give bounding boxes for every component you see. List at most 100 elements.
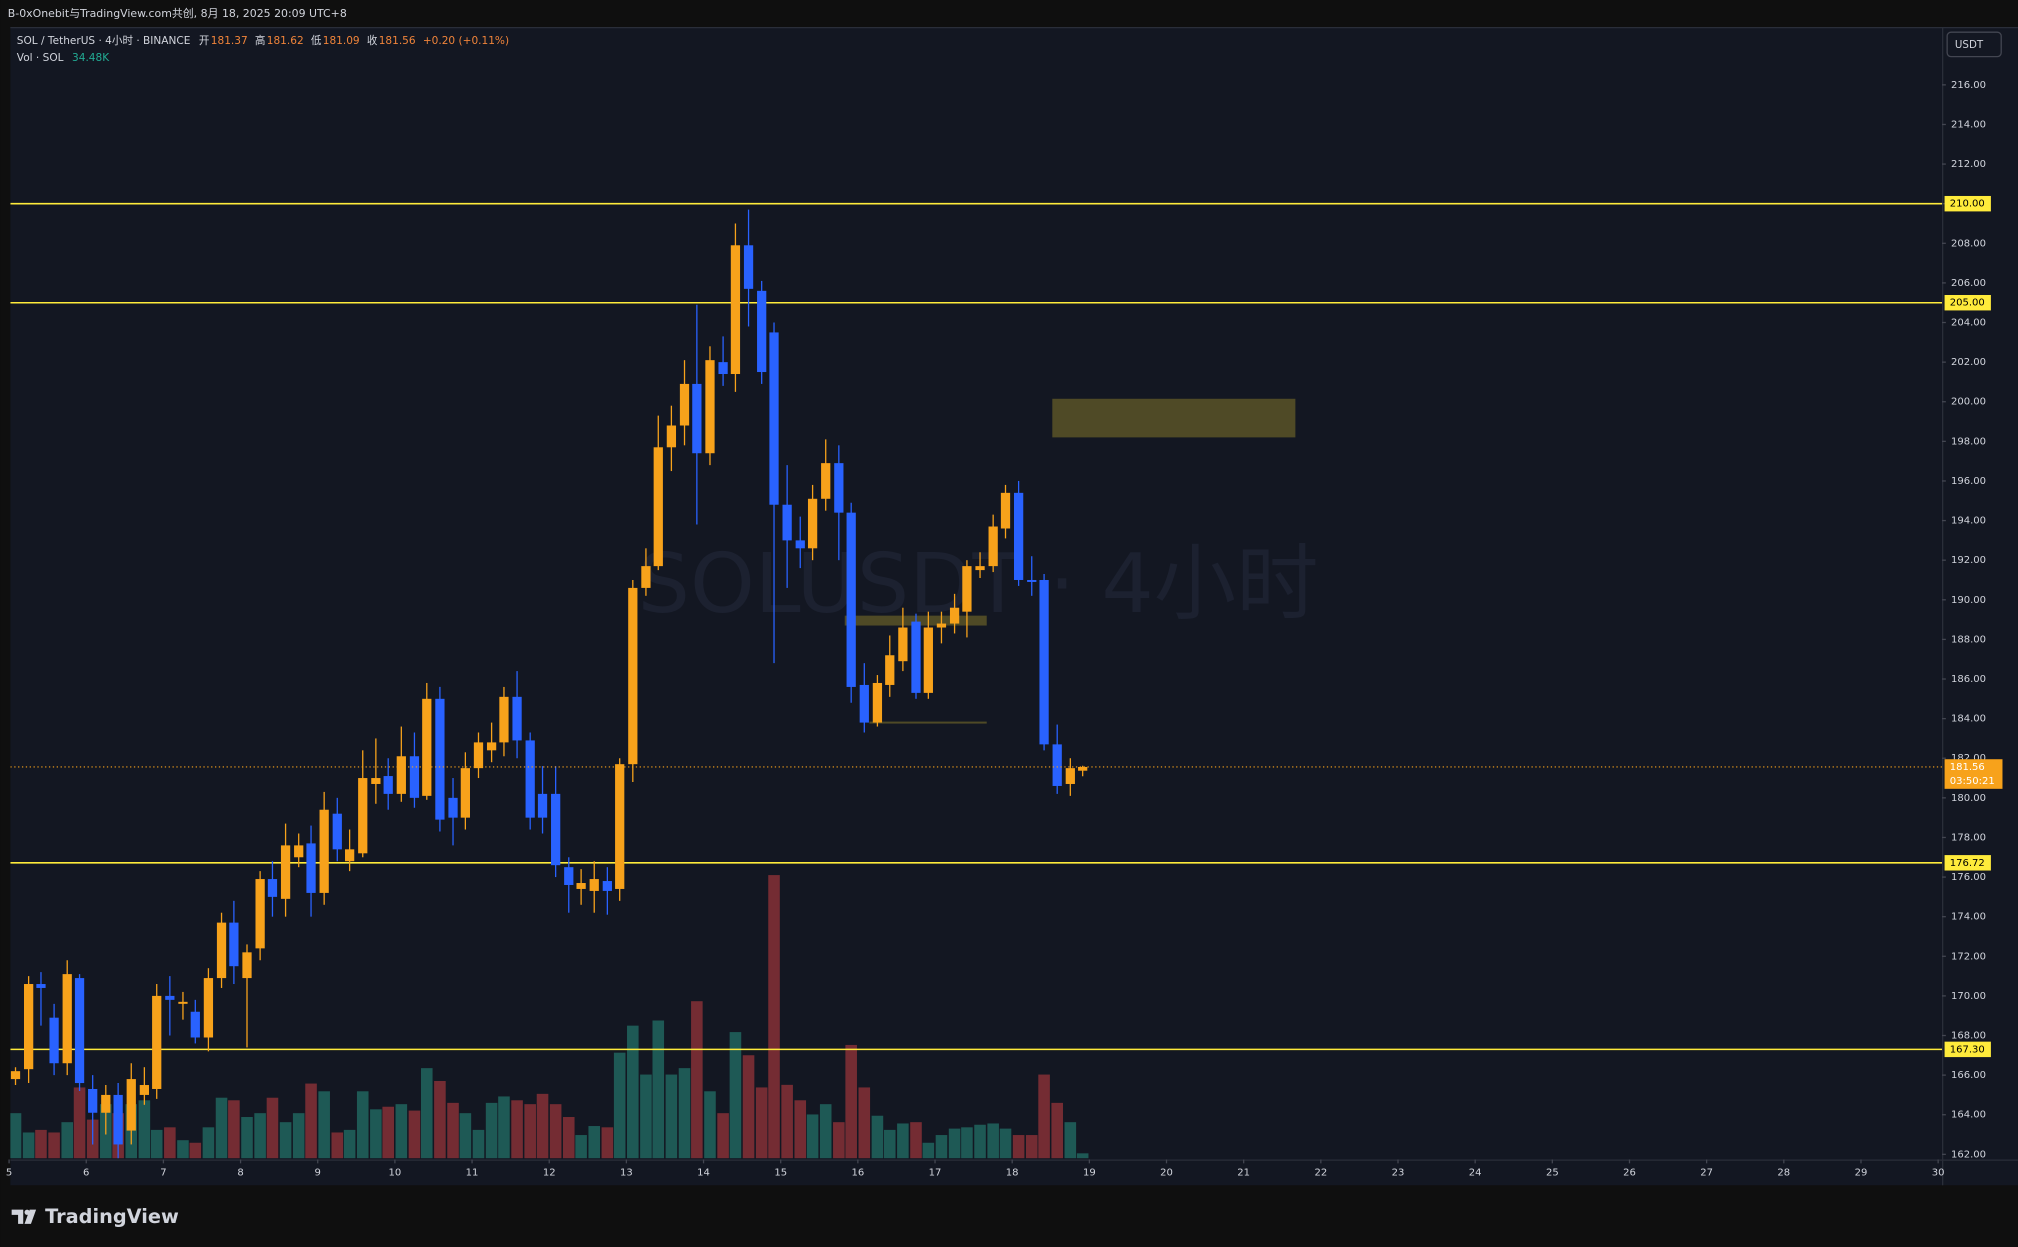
level-tag <box>1944 294 1991 311</box>
x-tick-label: 18 <box>1006 1167 1019 1178</box>
candle-body <box>267 879 278 897</box>
candle-body <box>846 512 856 687</box>
candle-body <box>923 627 933 693</box>
candle-body <box>885 655 895 685</box>
candle-body <box>564 867 574 885</box>
volume-bar <box>48 1132 60 1159</box>
volume-bar <box>678 1068 691 1159</box>
legend-label: 开 <box>199 35 210 47</box>
candle-body <box>36 984 46 988</box>
level-label: 167.30 <box>1950 1044 1985 1055</box>
volume-bar <box>472 1129 485 1159</box>
volume-bar <box>421 1068 433 1159</box>
y-tick-label: 180.00 <box>1951 793 1986 804</box>
candle-body <box>602 881 612 891</box>
candle-body <box>10 1071 21 1080</box>
volume-bar <box>459 1113 472 1159</box>
volume-bar <box>266 1097 279 1159</box>
candle-body <box>1065 768 1075 784</box>
y-tick-label: 192.00 <box>1951 555 1986 566</box>
volume-bar <box>845 1044 857 1159</box>
y-tick-label: 184.00 <box>1951 714 1986 725</box>
volume-bar <box>356 1091 369 1159</box>
currency-button[interactable] <box>1946 31 2002 58</box>
candle-body <box>537 793 548 818</box>
candle-body <box>589 879 599 891</box>
y-tick-label: 174.00 <box>1951 912 1986 923</box>
candle-body <box>628 587 638 765</box>
candle-body <box>152 995 162 1089</box>
level-label: 210.00 <box>1950 199 1985 210</box>
volume-bar <box>871 1115 884 1159</box>
volume-bar <box>910 1122 922 1159</box>
candle-body <box>460 768 470 818</box>
legend-value: 181.37 <box>211 35 248 47</box>
volume-bar <box>948 1128 961 1159</box>
candle-body <box>178 1001 188 1004</box>
legend-label: 低 <box>311 34 322 47</box>
candle-body <box>409 756 420 798</box>
volume-bar <box>1038 1074 1050 1159</box>
candle-body <box>821 463 831 499</box>
candle-body <box>1078 766 1088 771</box>
y-tick-label: 198.00 <box>1951 436 1986 447</box>
candle-body <box>1027 579 1037 582</box>
volume-bar <box>408 1110 421 1159</box>
candle-body <box>705 360 715 454</box>
candle-body <box>859 684 869 723</box>
candle-body <box>551 793 561 866</box>
candle-body <box>653 447 663 567</box>
y-tick-label: 212.00 <box>1951 159 1986 170</box>
candle-body <box>62 974 72 1064</box>
volume-bar <box>652 1020 665 1159</box>
candle-body <box>473 742 484 769</box>
x-tick-label: 30 <box>1932 1167 1945 1178</box>
x-tick-label: 14 <box>697 1167 710 1178</box>
x-tick-label: 11 <box>466 1167 479 1178</box>
x-tick-label: 25 <box>1546 1167 1559 1178</box>
x-tick-label: 17 <box>929 1167 942 1178</box>
volume-bar <box>343 1129 356 1159</box>
volume-bar <box>395 1104 408 1159</box>
candle-body <box>294 845 304 858</box>
y-tick-label: 176.00 <box>1951 872 1986 883</box>
legend-value: 181.56 <box>379 35 416 47</box>
candle-body <box>486 742 497 751</box>
volume-bar <box>241 1117 253 1159</box>
volume-bar <box>536 1093 549 1159</box>
candle-body <box>807 498 818 549</box>
volume-bar <box>511 1100 523 1159</box>
volume-bar <box>434 1080 446 1159</box>
candle-body <box>1000 492 1011 529</box>
candle-body <box>834 463 844 513</box>
volume-bar <box>228 1100 240 1159</box>
volume-bar <box>254 1113 266 1159</box>
volume-bar <box>627 1025 639 1159</box>
candle-body <box>101 1094 111 1113</box>
legend-value: 181.62 <box>267 35 304 47</box>
candle-body <box>499 696 509 743</box>
x-tick-label: 5 <box>6 1167 12 1178</box>
candle-body <box>1052 744 1062 786</box>
axes: 162.00 164.00 166.00 168.00 170.00 172.00 174.… <box>6 80 2003 1178</box>
volume-title: Vol · SOL <box>17 52 64 64</box>
candle-body <box>165 995 175 1000</box>
volume-bar <box>729 1032 742 1159</box>
currency[interactable]: USDT <box>1955 39 1984 51</box>
y-tick-label: 190.00 <box>1951 595 1986 606</box>
candle-body <box>139 1085 150 1095</box>
candle-body <box>949 607 960 624</box>
volume-bar <box>370 1109 382 1159</box>
volume-bar <box>331 1132 344 1159</box>
x-tick-label: 13 <box>620 1167 633 1178</box>
level-label: 205.00 <box>1950 298 1985 309</box>
volume-bar <box>588 1126 601 1159</box>
candle-body <box>49 1017 59 1064</box>
volume-bar <box>922 1142 935 1159</box>
legend-value: 181.09 <box>323 35 360 47</box>
candle-body <box>190 1011 200 1038</box>
candle-body <box>1039 579 1049 745</box>
volume-bar <box>1051 1102 1063 1159</box>
candle-body <box>988 526 998 567</box>
